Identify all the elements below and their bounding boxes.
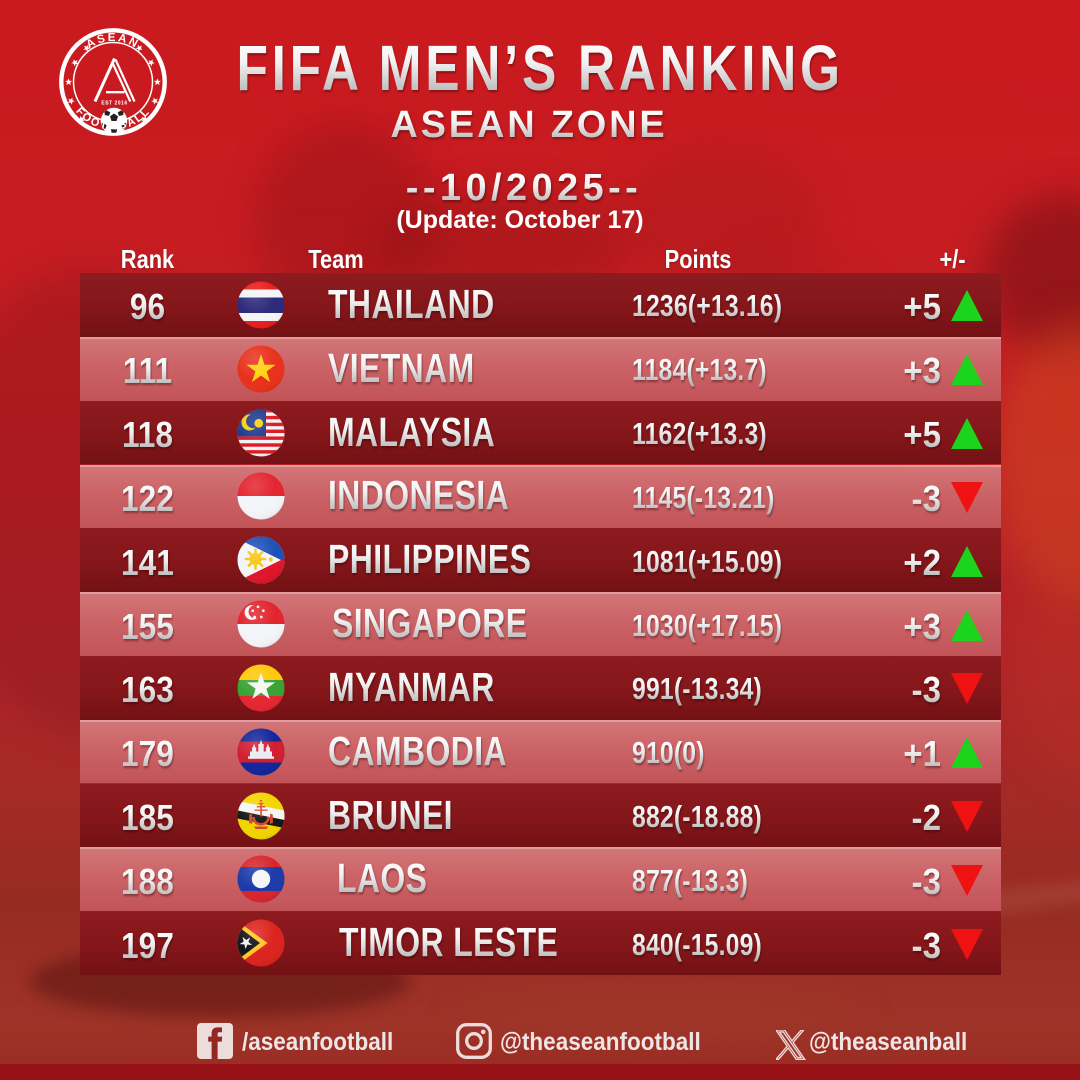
svg-text:EST 2016: EST 2016 <box>101 101 127 107</box>
